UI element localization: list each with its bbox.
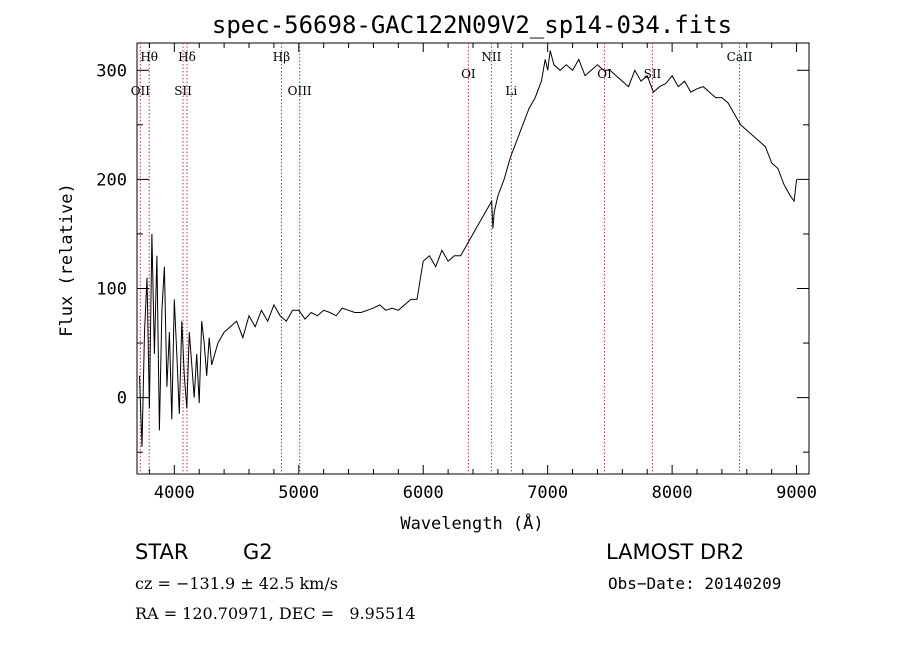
spectral-line-label: Hβ: [273, 50, 290, 64]
spectral-line-label: NII: [481, 50, 501, 64]
spectral-line-markers: Hθ OII Hδ SII Hβ OIII OI NII Li OI SII CaII: [131, 43, 753, 474]
spectral-line-label: Hθ: [140, 50, 158, 64]
x-tick-label: 5000: [278, 483, 319, 503]
redshift-velocity: cz = −131.9 ± 42.5 km/s: [135, 574, 338, 593]
spectrum-line: [139, 50, 798, 447]
plot-frame: [136, 42, 810, 475]
y-axis-label: Flux (relative): [57, 183, 77, 337]
y-tick-label: 300: [96, 61, 127, 81]
x-tick-label: 6000: [403, 483, 444, 503]
spectral-line-label: OII: [131, 84, 151, 98]
survey-name: LAMOST DR2: [606, 540, 745, 564]
spectral-line-label: Hδ: [178, 50, 196, 64]
spectral-line-label: OIII: [288, 84, 312, 98]
y-tick-label: 200: [96, 170, 127, 190]
chart-title: spec-56698-GAC122N09V2_sp14-034.fits: [212, 11, 732, 39]
object-subclass: G2: [243, 540, 273, 564]
spectral-line-label: Li: [505, 84, 517, 98]
y-tick-label: 0: [117, 389, 127, 409]
spectral-line-label: OI: [461, 67, 476, 81]
observation-date: Obs−Date: 20140209: [608, 574, 782, 593]
x-axis-label: Wavelength (Å): [400, 512, 543, 534]
spectral-line-label: CaII: [727, 50, 753, 64]
spectral-line-label: SII: [644, 67, 662, 81]
spectral-line-label: OI: [597, 67, 612, 81]
x-tick-label: 8000: [652, 483, 693, 503]
object-type: STAR: [135, 540, 189, 564]
spectral-line-label: SII: [174, 84, 192, 98]
x-tick-label: 4000: [154, 483, 195, 503]
x-tick-label: 7000: [527, 483, 568, 503]
coordinates: RA = 120.70971, DEC = 9.95514: [135, 604, 416, 623]
y-tick-label: 100: [96, 280, 127, 300]
axis-ticks: 4000 5000 6000 7000 8000 9000 0 100 200 300: [96, 43, 817, 503]
x-tick-label: 9000: [776, 483, 817, 503]
